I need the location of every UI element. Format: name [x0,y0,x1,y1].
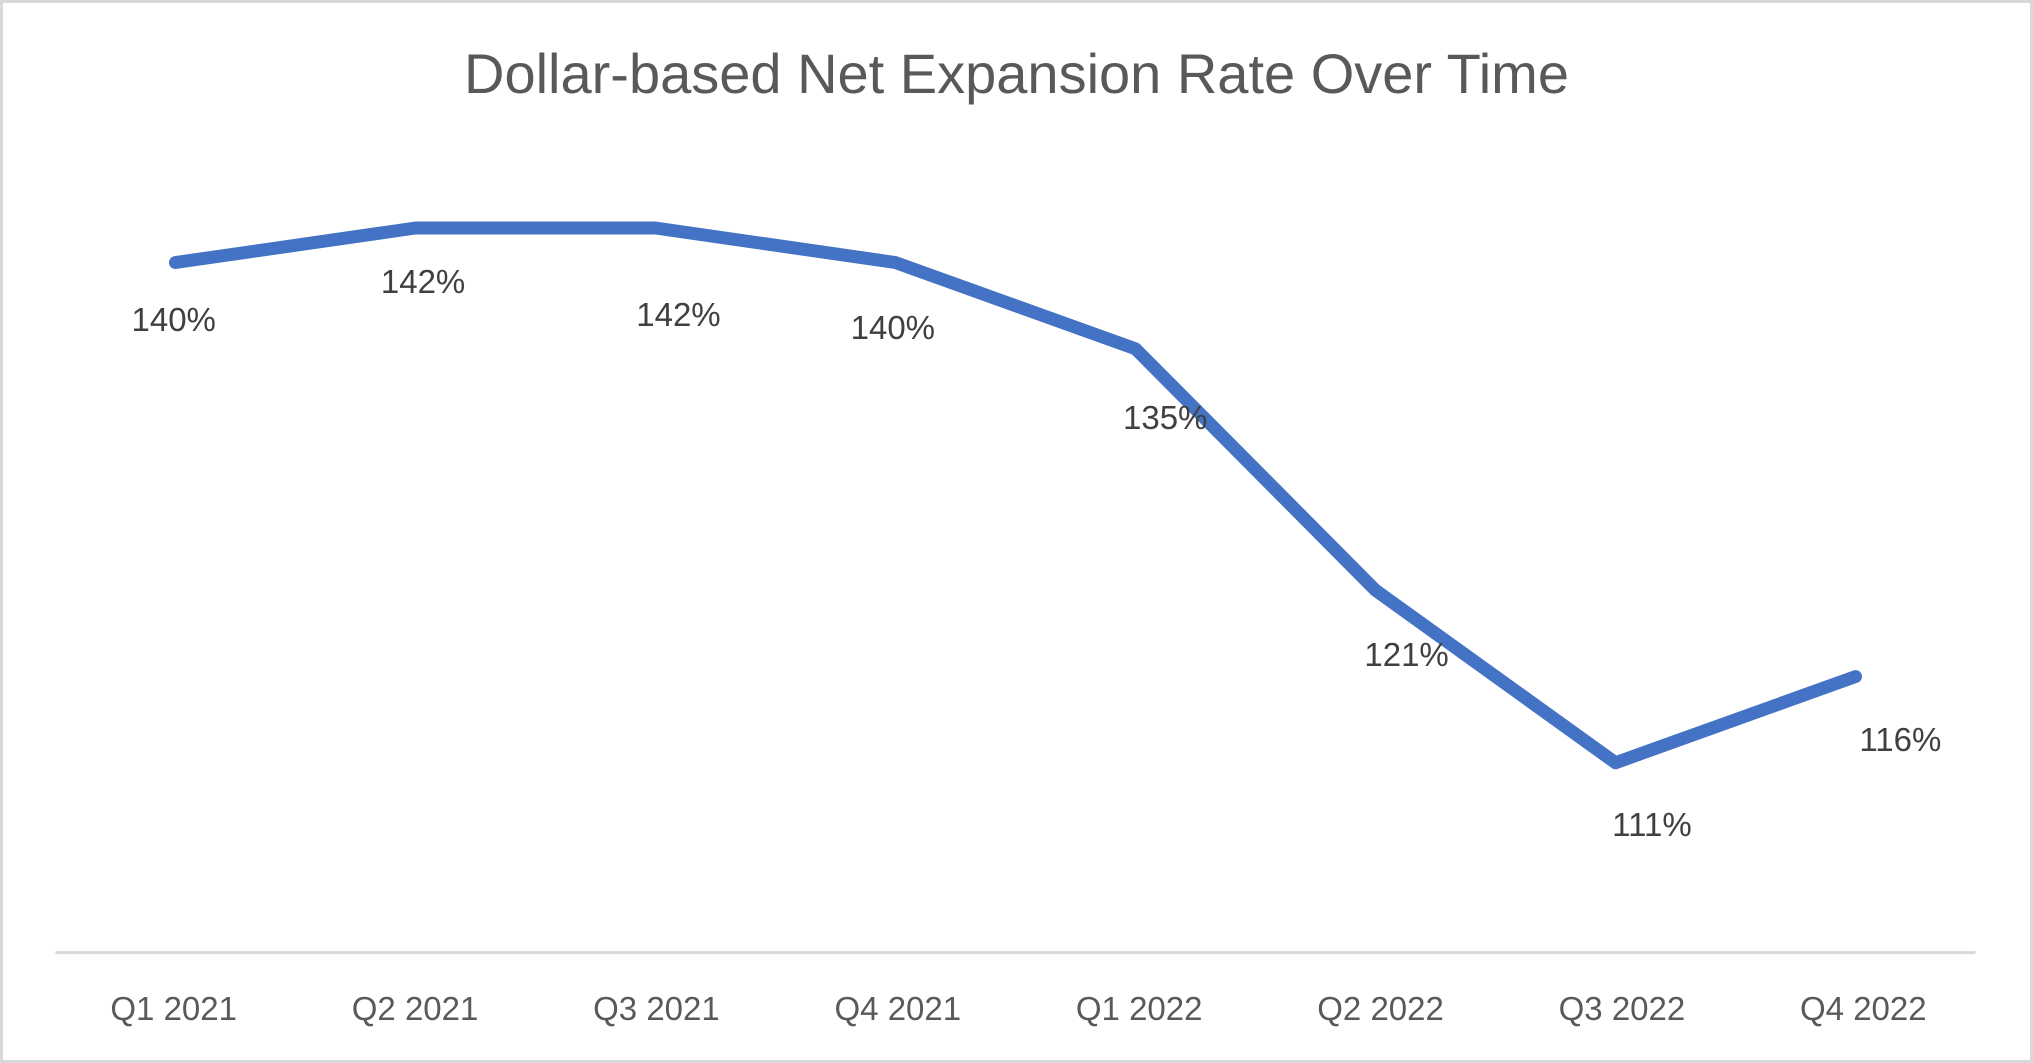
data-label: 111% [1612,806,1692,844]
chart-title: Dollar-based Net Expansion Rate Over Tim… [464,42,1569,105]
x-tick-label: Q1 2021 [110,990,237,1027]
data-label: 142% [636,296,721,334]
x-tick-label: Q3 2022 [1558,990,1686,1027]
data-label: 140% [850,309,936,346]
plot-area [55,221,1976,955]
data-label: 135% [1122,398,1208,436]
data-label: 140% [131,301,216,338]
data-label: 121% [1364,635,1449,673]
data-label: 116% [1859,721,1942,759]
x-tick-label: Q2 2021 [351,990,479,1027]
x-tick-label: Q4 2022 [1800,990,1927,1027]
x-tick-label: Q3 2021 [593,990,720,1027]
x-tick-label: Q2 2022 [1317,990,1444,1027]
series-line [169,221,1863,770]
x-tick-label: Q4 2021 [834,990,962,1027]
x-tick-label: Q1 2022 [1075,990,1203,1027]
data-label: 142% [380,263,466,301]
